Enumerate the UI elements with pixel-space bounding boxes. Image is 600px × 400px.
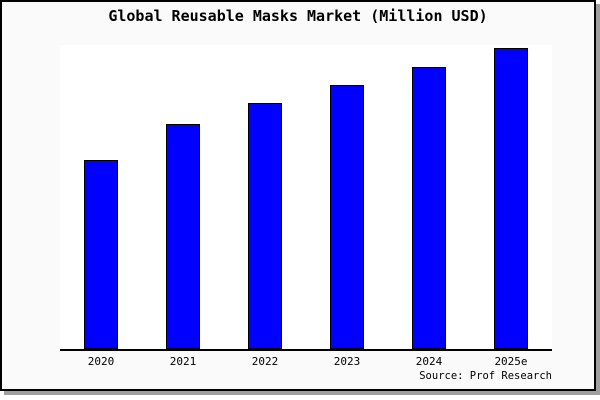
x-axis-labels: 2020 2021 2022 2023 2024 2025e	[60, 355, 552, 368]
bar-slot-2024	[388, 45, 470, 349]
plot-area	[60, 45, 552, 351]
x-tick-label-2021: 2021	[169, 355, 197, 368]
source-credit: Source: Prof Research	[419, 370, 552, 382]
bar-2025e	[494, 48, 528, 349]
chart-title: Global Reusable Masks Market (Million US…	[108, 7, 488, 25]
bar-2021	[166, 123, 200, 349]
bar-slot-2025e	[470, 45, 552, 349]
x-tick-label-2024: 2024	[415, 355, 443, 368]
x-tick-label-2025e: 2025e	[494, 355, 528, 368]
bar-2024	[412, 67, 446, 349]
bar-2020	[84, 159, 118, 349]
x-tick-label-2022: 2022	[251, 355, 279, 368]
bar-slot-2020	[60, 45, 142, 349]
bar-2023	[330, 84, 364, 349]
bar-slot-2023	[306, 45, 388, 349]
bar-2022	[248, 103, 282, 349]
bars-container	[60, 45, 552, 349]
x-tick-label-2023: 2023	[333, 355, 361, 368]
chart-frame: Global Reusable Masks Market (Million US…	[0, 0, 596, 391]
x-tick-label-2020: 2020	[87, 355, 115, 368]
bar-slot-2022	[224, 45, 306, 349]
bar-slot-2021	[142, 45, 224, 349]
